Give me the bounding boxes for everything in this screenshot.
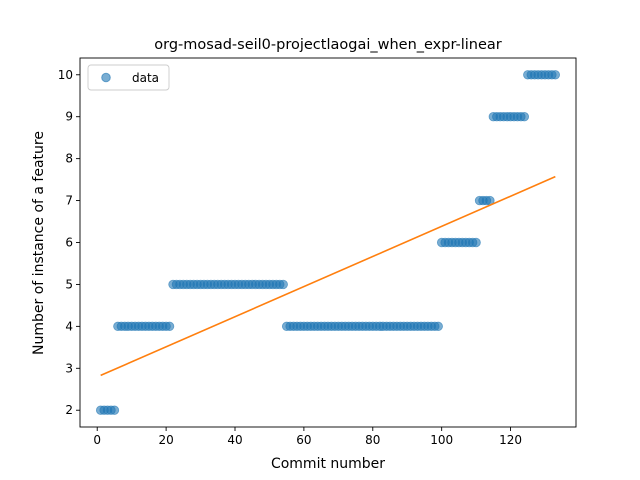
- y-tick-label: 8: [65, 152, 73, 166]
- x-tick-label: 0: [93, 433, 101, 447]
- data-point: [164, 321, 175, 332]
- legend-label: data: [132, 71, 159, 85]
- y-tick-label: 9: [65, 110, 73, 124]
- legend: data: [87, 64, 170, 91]
- y-tick-label: 7: [65, 194, 73, 208]
- data-point: [433, 321, 443, 332]
- x-tick-label: 20: [158, 433, 173, 447]
- y-tick-label: 3: [65, 361, 73, 375]
- x-tick-label: 80: [365, 433, 380, 447]
- x-axis-label: Commit number: [271, 456, 385, 472]
- x-tick-label: 100: [430, 433, 453, 447]
- y-tick-label: 6: [65, 236, 73, 250]
- fit-line: [100, 175, 556, 377]
- legend-marker: [101, 72, 111, 83]
- data-point: [519, 111, 530, 122]
- x-tick-label: 120: [499, 433, 522, 447]
- axes: 0 20 40 60 80 100 120 2 3 4 5 6 7 8 9 10: [58, 57, 577, 447]
- y-tick-label: 10: [58, 68, 73, 82]
- chart-title: org-mosad-seil0-projectlaogai_when_expr-…: [154, 37, 502, 53]
- data-point: [109, 405, 120, 415]
- plot-marks: [95, 70, 561, 415]
- legend-frame: [87, 64, 170, 91]
- y-tick-label: 5: [65, 277, 73, 291]
- data-point: [471, 237, 481, 248]
- x-tick-label: 40: [227, 433, 242, 447]
- data-point: [278, 279, 288, 290]
- y-axis-label: Number of instance of a feature: [31, 131, 47, 355]
- x-tick-label: 60: [296, 433, 311, 447]
- y-tick-label: 2: [65, 403, 73, 417]
- y-tick-label: 4: [65, 319, 73, 333]
- plot-area: [95, 70, 561, 415]
- data-point: [550, 70, 561, 80]
